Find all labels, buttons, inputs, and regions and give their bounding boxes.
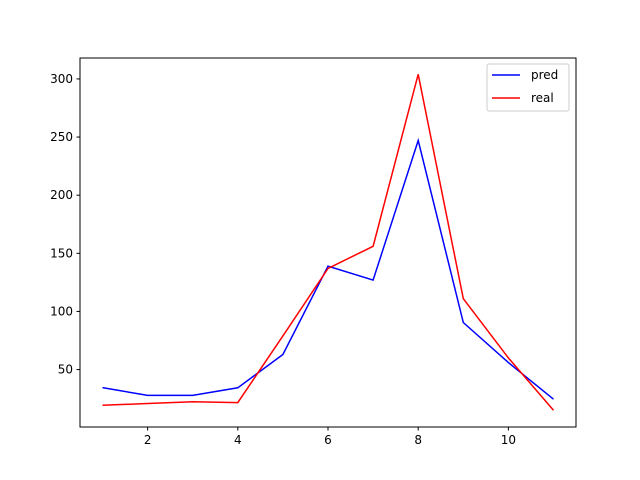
x-tick-label: 10	[501, 433, 516, 447]
x-tick-label: 4	[234, 433, 242, 447]
y-tick-label: 50	[58, 363, 73, 377]
y-tick-label: 300	[50, 72, 73, 86]
legend: pred real	[486, 63, 570, 112]
x-tick-label: 2	[144, 433, 152, 447]
legend-label-real: real	[531, 91, 554, 105]
x-tick-label: 8	[414, 433, 422, 447]
x-tick-label: 6	[324, 433, 332, 447]
y-tick-label: 100	[50, 304, 73, 318]
y-tick-label: 250	[50, 130, 73, 144]
legend-label-pred: pred	[531, 68, 558, 82]
series-line-real	[102, 74, 555, 411]
axes-frame	[79, 57, 577, 428]
series-line-pred	[102, 137, 554, 400]
y-tick-label: 200	[50, 188, 73, 202]
y-tick-label: 150	[50, 246, 73, 260]
